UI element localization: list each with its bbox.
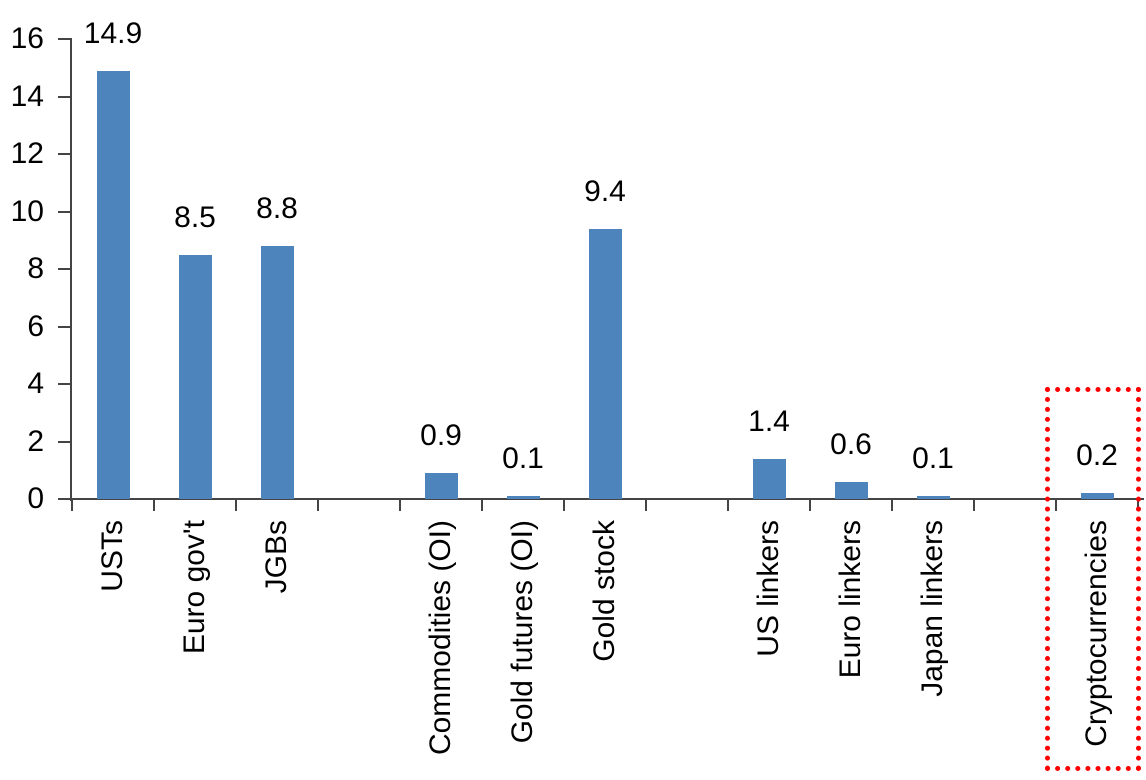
category-label-gold-stock: Gold stock [588,520,621,662]
x-axis-tick [645,499,647,511]
x-axis-tick [1055,499,1057,511]
y-axis-tick-label: 2 [27,424,44,458]
bar-gold-futures-oi [506,496,540,499]
category-label-jgbs: JGBs [260,520,293,594]
y-axis-tick [58,440,72,443]
x-axis-tick [71,499,73,511]
y-axis-tick [58,38,72,40]
y-axis-tick [58,268,72,270]
x-axis-tick [809,499,811,511]
y-axis-tick-label: 10 [10,194,44,228]
bar-japan-linkers [916,496,950,499]
bar-us-linkers [752,458,786,500]
y-axis-tick [58,95,72,98]
y-axis-tick [58,153,72,155]
bar-value-label-japan-linkers: 0.1 [912,442,954,476]
bar-euro-gov-t [178,254,212,499]
y-axis-tick [58,325,72,328]
y-axis-line [70,39,72,501]
x-axis-tick [973,499,975,511]
bar-value-label-gold-stock: 9.4 [584,174,626,208]
x-axis-tick [153,499,155,511]
bar-commodities-oi [424,473,458,499]
x-axis-tick [235,499,237,511]
x-axis-tick [317,499,319,511]
category-label-commodities-oi: Commodities (OI) [424,520,457,756]
y-axis-tick-label: 6 [27,309,44,343]
x-axis-tick [481,499,483,511]
bar-value-label-cryptocurrencies: 0.2 [1076,439,1118,473]
category-label-euro-linkers: Euro linkers [834,520,867,679]
bar-euro-linkers [834,481,868,500]
y-axis-tick-label: 8 [27,252,44,285]
bar-value-label-commodities-oi: 0.9 [420,419,462,453]
y-axis-tick-label: 12 [10,137,44,170]
bar-value-label-euro-gov-t: 8.5 [174,200,216,234]
x-axis-tick [727,499,729,511]
y-axis-tick-label: 0 [27,482,44,515]
y-axis-tick [58,383,72,385]
bar-cryptocurrencies [1080,493,1114,500]
category-label-gold-futures-oi: Gold futures (OI) [506,520,539,744]
bar-value-label-gold-futures-oi: 0.1 [502,442,544,476]
y-axis-tick [58,210,72,213]
y-axis-tick [58,498,72,500]
category-label-us-linkers: US linkers [752,520,785,657]
category-label-euro-gov-t: Euro gov't [178,520,211,655]
bar-value-label-euro-linkers: 0.6 [830,427,872,461]
bar-jgbs [260,246,294,499]
x-axis-tick [891,499,893,511]
bar-usts [96,70,130,499]
y-axis-tick-label: 4 [27,367,44,400]
bar-value-label-usts: 14.9 [83,16,143,50]
highlight-box [1045,387,1141,771]
bar-value-label-jgbs: 8.8 [256,192,298,225]
x-axis-tick [399,499,401,511]
y-axis-tick-label: 14 [10,79,44,113]
y-axis-tick-label: 16 [10,22,44,55]
bar-value-label-us-linkers: 1.4 [748,404,790,438]
x-axis-tick [563,499,565,511]
category-label-usts: USTs [96,520,129,592]
bar-gold-stock [588,228,622,500]
category-label-japan-linkers: Japan linkers [916,520,949,697]
